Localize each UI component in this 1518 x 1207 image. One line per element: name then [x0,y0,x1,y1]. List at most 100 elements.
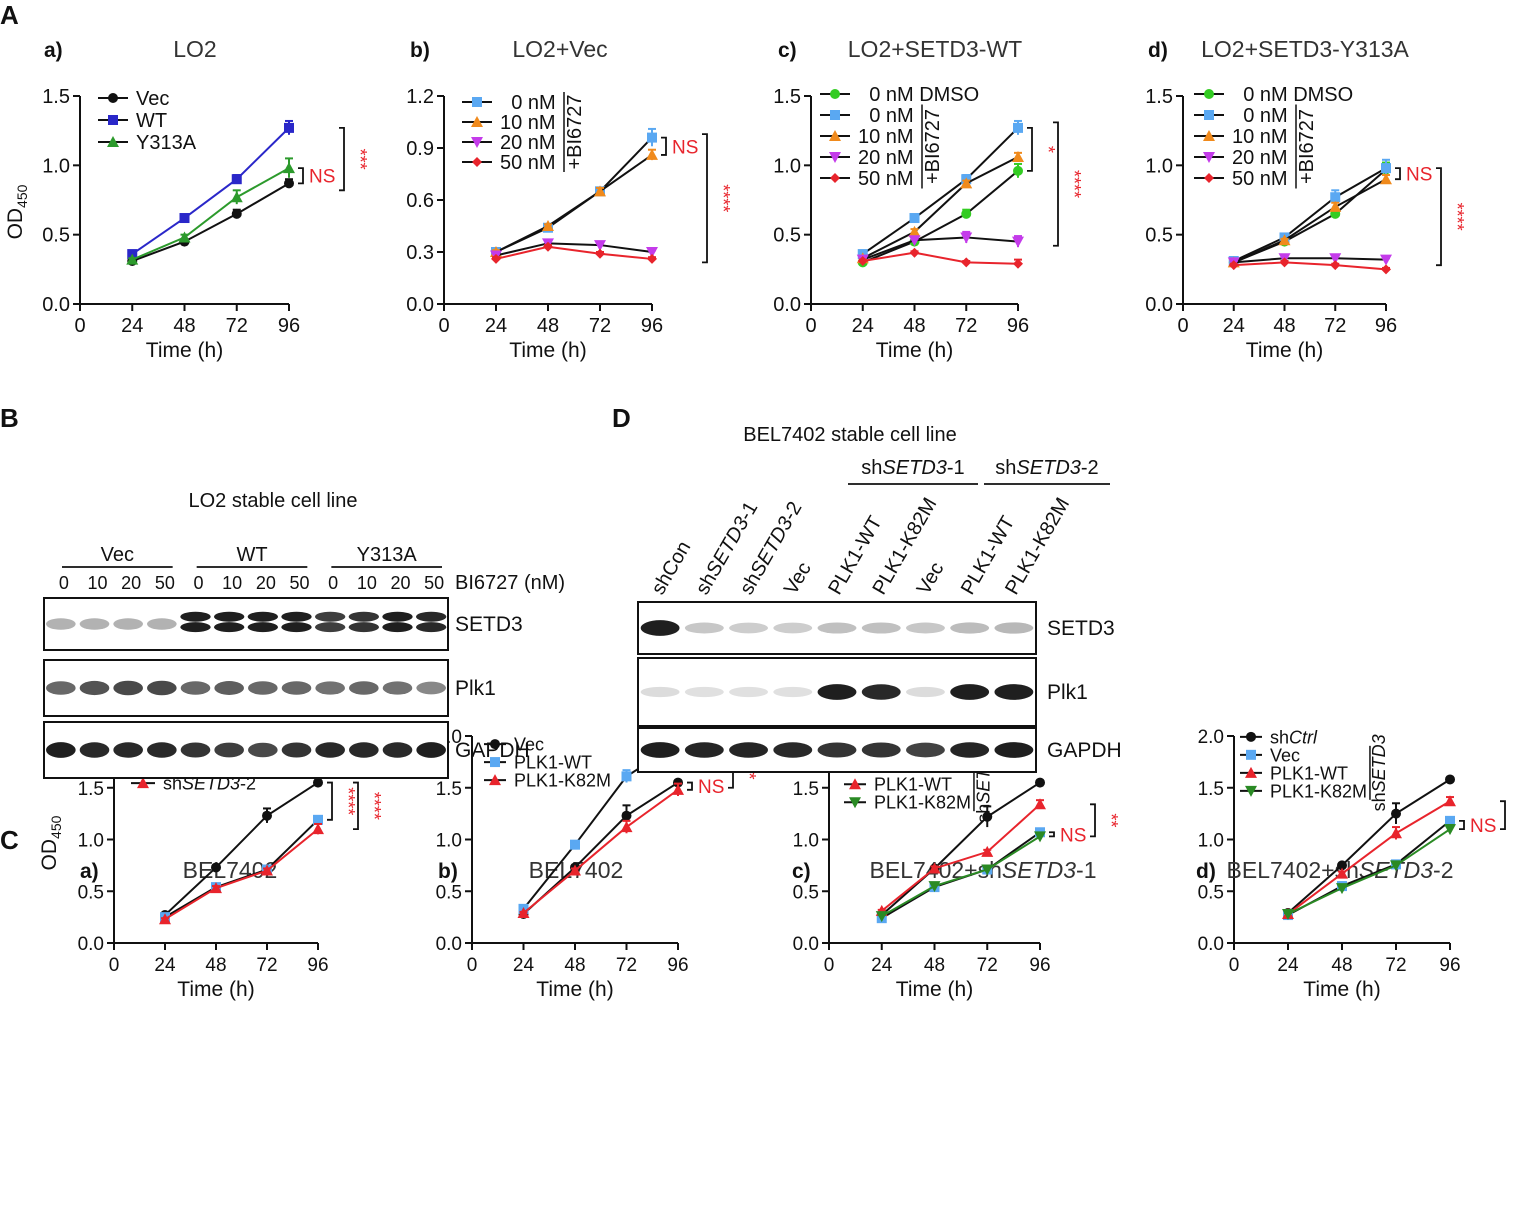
blot-band [180,681,211,695]
data-point [1444,795,1456,807]
blot-band [905,686,945,698]
blot-band [729,742,769,758]
data-point [908,225,921,237]
chart-title-part: SETD3 [1002,857,1076,883]
series-line-3 [1287,828,1451,915]
blot-band [684,742,724,758]
data-point [1282,909,1294,921]
x-tick-label: 24 [852,315,874,337]
blot-band [281,611,312,622]
data-point [875,911,888,923]
legend-marker [1203,130,1215,141]
data-point [1034,798,1046,810]
blot-protein-label: SETD3 [1047,617,1115,640]
blot-band [382,681,413,695]
blot-band [315,622,346,633]
series-line-0 [1287,778,1451,914]
series-line-2 [131,167,290,261]
y-tick-label: 0.5 [42,225,70,247]
blot-band [46,618,76,630]
chart-title: LO2+SETD3-WT [848,36,1022,62]
x-tick-label: 96 [641,315,663,337]
data-point [1330,260,1341,271]
bracket-line [1049,831,1055,838]
series-line-3 [495,245,653,260]
data-point [928,862,941,874]
significance-ns: NS [1406,165,1432,186]
data-point [159,913,171,925]
blot-band [382,622,413,633]
legend-label: Vec [136,88,169,110]
data-point [1445,774,1455,785]
legend-marker [472,97,482,107]
series-line-0 [131,182,290,262]
legend-marker [108,93,118,103]
data-point [961,208,972,219]
legend-label: PLK1-K82M [874,793,971,813]
legend-title: +BI6727 [564,94,586,169]
legend-label: 0 nM [511,92,555,114]
series-line-2 [881,803,1041,912]
data-point [1336,867,1348,879]
blot-band [994,622,1034,634]
data-point [313,814,323,825]
blot-B: LO2 stable cell line Vec 0 10 20 50 WT 0 10 20 50 Y… [43,490,565,779]
bracket-line [1436,167,1442,267]
y-tick-label: 0.0 [1198,934,1224,955]
x-tick-label: 72 [1385,955,1406,976]
significance-ns: NS [309,167,335,188]
x-tick-label: 48 [564,955,585,976]
data-point [981,845,994,857]
y-tick-label: 1.0 [42,155,70,177]
x-tick-label: 48 [1273,315,1295,337]
significance-bracket: ** [1090,803,1121,838]
legend-marker [1204,110,1214,120]
legend-marker [829,130,841,141]
blot-band [214,681,244,695]
data-point [542,220,554,231]
chart-A_b: 0.0 0.3 0.6 0.9 1.2 0 24 48 72 96 Time (h) b) LO2+Ve… [406,36,733,362]
x-tick-label: 24 [871,955,893,976]
legend-title-part: sh [1369,792,1389,811]
y-tick-label: 0.0 [406,294,434,316]
legend-marker [471,116,483,127]
blot-band [113,680,143,696]
x-tick-label: 96 [278,315,300,337]
blot-band [113,742,143,758]
legend-marker [108,115,118,125]
data-point [1279,257,1290,268]
data-point [647,253,657,264]
blot-band [349,681,379,695]
significance-stars: **** [1447,203,1467,231]
blot-over-group-label-part: -1 [947,457,965,479]
x-tick-label: 48 [903,315,925,337]
data-point [1330,192,1341,203]
data-point [211,862,221,873]
blot-band [861,742,901,758]
blot-protein-label: SETD3 [455,613,523,636]
y-tick-label: 1.2 [406,86,434,108]
blot-protein-label: Plk1 [1047,681,1088,704]
legend-marker [1245,785,1257,797]
blot-group-label: WT [236,544,267,566]
legend-marker [829,152,841,163]
series-line-0 [881,781,1041,916]
legend-label: 20 nM [858,147,914,169]
significance-bracket: NS [1459,816,1496,837]
blot-title: LO2 stable cell line [189,490,358,512]
blot-band [950,742,990,758]
y-tick-label: 1.5 [793,779,819,800]
bracket-line [661,136,667,156]
y-tick-label: 0.0 [436,934,462,955]
blot-band [640,742,680,758]
y-tick-label: 1.0 [793,831,819,852]
x-tick-label: 96 [1007,315,1029,337]
blot-frame [43,597,449,651]
chart-A_c: 0.0 0.5 1.0 1.5 0 24 48 72 96 Time (h) c) LO2+SETD3… [773,36,1084,362]
y-tick-label: 1.0 [773,155,801,177]
blot-band [348,611,379,622]
data-point [909,247,920,258]
blot-band [416,742,446,758]
